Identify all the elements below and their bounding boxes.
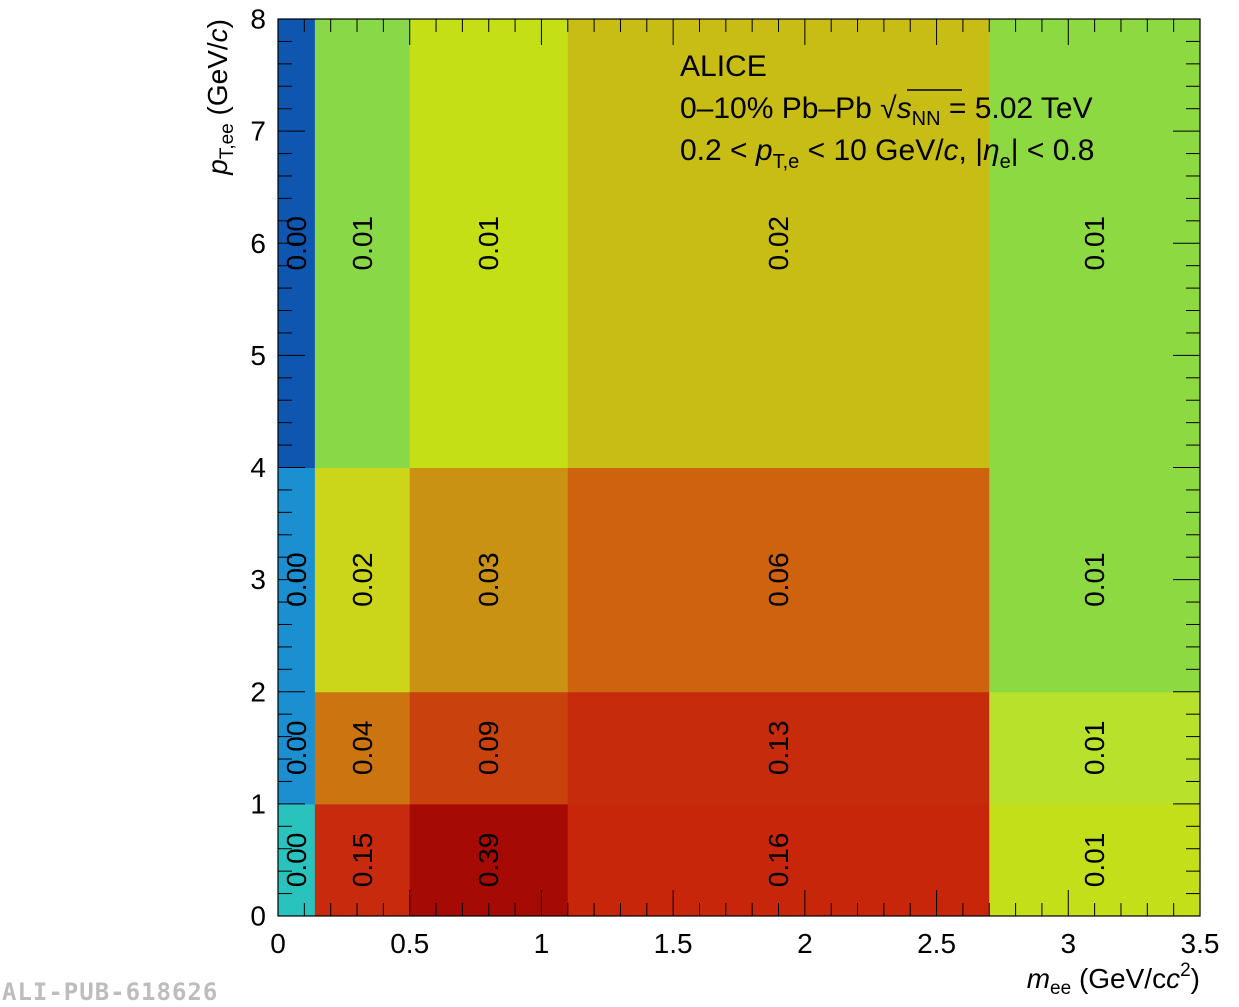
cell-value-label: 0.06 <box>763 552 794 607</box>
heatmap-cell <box>989 691 1201 805</box>
heatmap-cell <box>278 691 316 805</box>
cell-value-label: 0.13 <box>763 721 794 776</box>
y-tick-label: 5 <box>250 340 266 371</box>
annotation-system: 0–10% Pb–Pb √sNN = 5.02 TeV <box>680 92 1093 130</box>
heatmap-cell <box>989 19 1201 468</box>
cell-value-label: 0.02 <box>763 216 794 271</box>
heatmap-cell <box>314 691 411 805</box>
x-tick-label: 3 <box>1060 928 1076 959</box>
publication-id-watermark: ALI-PUB-618626 <box>2 978 219 1006</box>
y-tick-label: 6 <box>250 228 266 259</box>
x-tick-label: 1 <box>534 928 550 959</box>
x-tick-label: 1.5 <box>654 928 693 959</box>
axis-ticks <box>277 18 1201 917</box>
heatmap-cell <box>314 467 411 693</box>
cell-value-label: 0.00 <box>281 833 312 888</box>
x-tick-label: 2 <box>797 928 813 959</box>
y-tick-label: 3 <box>250 564 266 595</box>
y-tick-label: 1 <box>250 788 266 819</box>
cell-value-label: 0.01 <box>473 216 504 271</box>
x-tick-label: 0.5 <box>390 928 429 959</box>
heatmap-cell <box>278 803 316 917</box>
heatmap-cell <box>409 691 569 805</box>
heatmap-cell <box>409 19 569 468</box>
cell-value-label: 0.09 <box>473 721 504 776</box>
heatmap-cells <box>278 19 1201 917</box>
cell-value-label: 0.39 <box>473 833 504 888</box>
y-tick-label: 2 <box>250 676 266 707</box>
y-tick-label: 8 <box>250 4 266 35</box>
heatmap-cell <box>409 467 569 693</box>
cell-value-label: 0.00 <box>281 721 312 776</box>
x-axis-title: mee (GeV/cc2) <box>1027 960 1200 999</box>
cell-value-label: 0.01 <box>1079 552 1110 607</box>
cell-value-label: 0.01 <box>1079 833 1110 888</box>
annotation-cuts: 0.2 < pT,e < 10 GeV/c, |ηe| < 0.8 <box>680 134 1094 173</box>
heatmap-cell <box>567 803 990 917</box>
y-axis-title: pT,ee (GeV/c) <box>202 19 238 176</box>
cell-value-label: 0.15 <box>347 833 378 888</box>
cell-value-label: 0.02 <box>347 552 378 607</box>
x-tick-label: 0 <box>270 928 286 959</box>
cell-value-labels: 0.00 0.15 0.39 0.16 0.01 0.00 0.04 0.09 0.13 0.01… <box>281 216 1110 887</box>
heatmap-cell <box>989 803 1201 917</box>
y-tick-label: 4 <box>250 452 266 483</box>
heatmap-cell <box>314 803 411 917</box>
cell-value-label: 0.04 <box>347 721 378 776</box>
x-tick-label: 3.5 <box>1181 928 1220 959</box>
heatmap-cell <box>314 19 411 468</box>
cell-value-label: 0.01 <box>347 216 378 271</box>
y-tick-label: 7 <box>250 116 266 147</box>
cell-value-label: 0.03 <box>473 552 504 607</box>
axis-tick-labels: 0 0.5 1 1.5 2 2.5 3 3.5 0 1 2 3 4 5 6 7 8 <box>250 4 1219 960</box>
y-tick-label: 0 <box>250 901 266 932</box>
annotation-block: ALICE 0–10% Pb–Pb √sNN = 5.02 TeV 0.2 < … <box>680 50 1094 173</box>
heatmap-cell <box>567 19 990 468</box>
heatmap-cell <box>567 691 990 805</box>
heatmap-cell <box>567 467 990 693</box>
annotation-experiment: ALICE <box>680 50 767 83</box>
cell-value-label: 0.01 <box>1079 216 1110 271</box>
heatmap-cell <box>989 467 1201 693</box>
cell-value-label: 0.16 <box>763 833 794 888</box>
x-tick-label: 2.5 <box>917 928 956 959</box>
cell-value-label: 0.01 <box>1079 721 1110 776</box>
